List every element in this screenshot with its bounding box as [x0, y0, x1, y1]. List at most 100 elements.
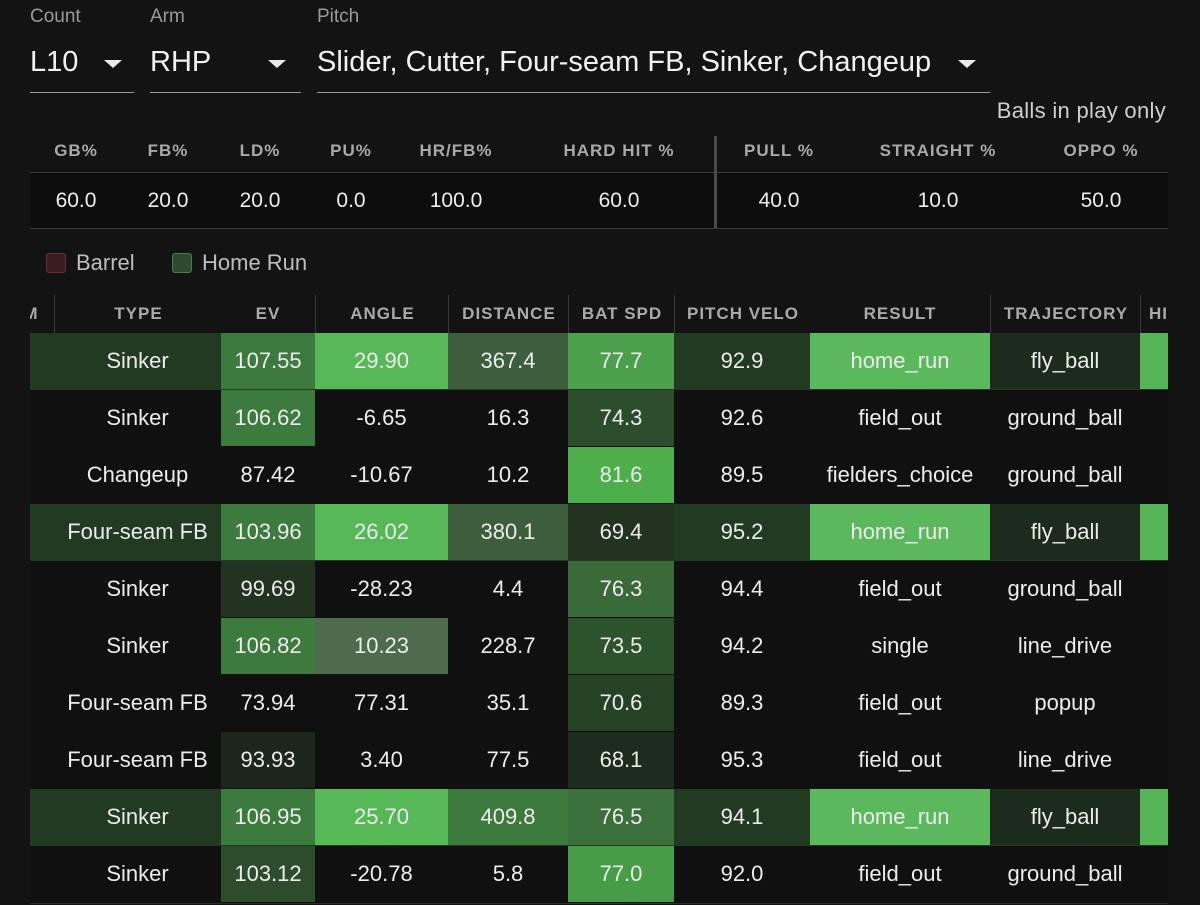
chevron-down-icon [104, 60, 122, 68]
count-label: Count [30, 6, 81, 27]
table-body: Sinker 107.55 29.90 367.4 77.7 92.9 home_run fl… [30, 333, 1168, 905]
cell-angle: -28.23 [350, 576, 413, 601]
summary-value: 20.0 [147, 188, 189, 212]
cell-ev: 87.42 [240, 462, 296, 487]
legend-barrel-label: Barrel [76, 250, 135, 275]
cell-trajectory: ground_ball [1007, 462, 1123, 487]
table-row[interactable]: Sinker 106.62 -6.65 16.3 74.3 92.6 field_out gr… [30, 390, 1168, 448]
arm-select[interactable]: RHP [150, 38, 301, 93]
legend-home-run[interactable]: Home Run [172, 250, 307, 276]
cell-highlight-stub [1140, 504, 1168, 560]
cell-type: Changeup [86, 462, 189, 487]
summary-header: PU% [330, 141, 372, 160]
cell-trajectory: ground_ball [1007, 405, 1123, 430]
cell-distance: 228.7 [480, 633, 536, 658]
column-header-angle[interactable]: ANGLE [315, 295, 449, 333]
column-header-result[interactable]: RESULT [863, 304, 937, 323]
cell-angle: 3.40 [360, 747, 403, 772]
column-header-trajectory[interactable]: TRAJECTORY [990, 295, 1141, 333]
cell-ev: 93.93 [221, 732, 315, 788]
table-row[interactable]: Sinker 99.69 -28.23 4.4 76.3 94.4 field_out gro… [30, 561, 1168, 619]
cell-bat-spd: 76.3 [568, 561, 674, 617]
table-header-row: M TYPE EV ANGLE DISTANCE BAT SPD PITCH V… [30, 295, 1168, 334]
summary-value: 10.0 [917, 188, 959, 212]
cell-angle: -10.67 [350, 462, 413, 487]
summary-header: GB% [54, 141, 98, 160]
cell-bat-spd: 76.5 [568, 789, 674, 845]
cell-pitch-velo: 89.5 [720, 462, 764, 487]
column-header-type[interactable]: TYPE [54, 295, 222, 333]
cell-pitch-velo: 92.0 [720, 861, 764, 886]
count-select-value: L10 [30, 46, 79, 78]
table-row[interactable]: Four-seam FB 93.93 3.40 77.5 68.1 95.3 field_o… [30, 732, 1168, 790]
cell-pitch-velo: 94.4 [720, 576, 764, 601]
cell-result: field_out [858, 405, 942, 430]
summary-header: PULL % [744, 141, 814, 160]
summary-header-row: GB% FB% LD% PU% HR/FB% HARD HIT % PULL %… [30, 130, 1168, 173]
cell-ev: 73.94 [240, 690, 296, 715]
cell-result: field_out [858, 747, 942, 772]
cell-pitch-velo: 95.2 [720, 519, 764, 544]
summary-value: 60.0 [55, 188, 97, 212]
cell-pitch-velo: 94.2 [720, 633, 764, 658]
cell-pitch-velo: 95.3 [720, 747, 764, 772]
summary-value: 100.0 [429, 188, 483, 212]
summary-header: LD% [239, 141, 281, 160]
cell-distance: 409.8 [448, 789, 568, 845]
cell-trajectory: fly_ball [990, 789, 1140, 845]
cell-type: Four-seam FB [67, 519, 208, 544]
cell-result: single [871, 633, 929, 658]
count-select[interactable]: L10 [30, 38, 134, 93]
cell-distance: 77.5 [486, 747, 530, 772]
cell-result: field_out [858, 690, 942, 715]
table-row[interactable]: Changeup 87.42 -10.67 10.2 81.6 89.5 fielders_… [30, 447, 1168, 505]
cell-distance: 35.1 [486, 690, 530, 715]
cell-type: Sinker [106, 405, 169, 430]
cell-bat-spd: 81.6 [568, 447, 674, 503]
column-header-ev[interactable]: EV [255, 304, 281, 323]
cell-bat-spd: 74.3 [568, 390, 674, 446]
column-header-pitch-velo[interactable]: PITCH VELO [674, 295, 811, 333]
table-row[interactable]: Sinker 106.82 10.23 228.7 73.5 94.2 single line… [30, 618, 1168, 676]
cell-distance: 16.3 [486, 405, 530, 430]
table-row[interactable]: Four-seam FB 103.96 26.02 380.1 69.4 95.2 home… [30, 504, 1168, 562]
cell-angle: 25.70 [315, 789, 448, 845]
cell-result: fielders_choice [826, 462, 974, 487]
pitch-select[interactable]: Slider, Cutter, Four-seam FB, Sinker, Ch… [317, 38, 990, 93]
cell-angle: 26.02 [315, 504, 448, 560]
column-header-distance[interactable]: DISTANCE [448, 295, 569, 333]
cell-type: Sinker [106, 576, 169, 601]
column-header-clipped[interactable]: M [30, 295, 44, 333]
cell-ev: 103.12 [221, 846, 315, 902]
cell-bat-spd: 73.5 [568, 618, 674, 674]
cell-type: Sinker [106, 861, 169, 886]
cell-result: home_run [810, 333, 990, 389]
cell-highlight-stub [1140, 333, 1168, 389]
legend-barrel[interactable]: Barrel [46, 250, 135, 276]
column-header-clipped[interactable]: HI [1140, 295, 1168, 333]
column-header-bat-spd[interactable]: BAT SPD [568, 295, 675, 333]
table-row[interactable]: Sinker 103.12 -20.78 5.8 77.0 92.0 field_out gr… [30, 846, 1168, 904]
cell-result: field_out [858, 576, 942, 601]
cell-type: Sinker [106, 633, 169, 658]
table-row[interactable]: Sinker 106.95 25.70 409.8 76.5 94.1 home_run fl… [30, 789, 1168, 847]
cell-type: Four-seam FB [67, 690, 208, 715]
cell-distance: 367.4 [448, 333, 568, 389]
cell-trajectory: fly_ball [990, 333, 1140, 389]
table-row[interactable]: Four-seam FB 73.94 77.31 35.1 70.6 89.3 field_… [30, 675, 1168, 733]
cell-trajectory: ground_ball [1007, 861, 1123, 886]
summary-value: 60.0 [598, 188, 640, 212]
cell-pitch-velo: 92.9 [720, 348, 764, 373]
cell-distance: 5.8 [492, 861, 524, 886]
table-row[interactable]: Sinker 107.55 29.90 367.4 77.7 92.9 home_run fl… [30, 333, 1168, 391]
summary-value: 20.0 [239, 188, 281, 212]
summary-header: HARD HIT % [563, 141, 675, 160]
cell-type: Sinker [106, 348, 169, 373]
cell-pitch-velo: 94.1 [720, 804, 764, 829]
cell-type: Four-seam FB [67, 747, 208, 772]
summary-header: FB% [147, 141, 189, 160]
summary-header: HR/FB% [419, 141, 493, 160]
barrel-swatch-icon [46, 253, 66, 273]
summary-header: STRAIGHT % [879, 141, 997, 160]
arm-select-value: RHP [150, 46, 212, 78]
